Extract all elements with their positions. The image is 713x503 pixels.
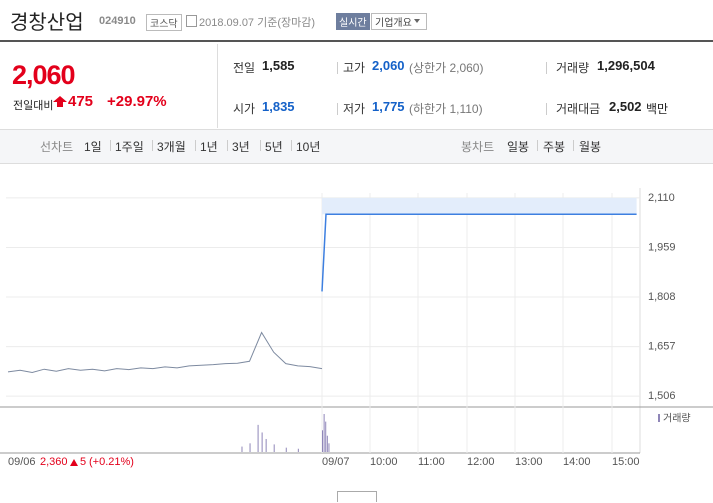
date: 2018.09.07 기준(장마감) bbox=[199, 17, 316, 29]
overview-button[interactable]: 기업개요 bbox=[371, 13, 427, 30]
stock-name: 경창산업 bbox=[10, 12, 84, 34]
volume-legend: 거래량 bbox=[663, 413, 691, 425]
stat-value: 1,585 bbox=[262, 58, 295, 73]
x-tick-label: 11:00 bbox=[418, 456, 445, 468]
tab[interactable]: 10년 bbox=[296, 140, 321, 154]
volume-legend-icon bbox=[658, 414, 660, 422]
x-tick-label: 09/06 bbox=[8, 456, 36, 468]
y-tick-label: 1,506 bbox=[648, 390, 676, 402]
stat-note: 백만 bbox=[646, 102, 669, 116]
tab-separator bbox=[195, 140, 196, 151]
price: 2,060 bbox=[12, 60, 76, 90]
stat-label: 시가 bbox=[233, 102, 256, 116]
tab[interactable]: 1년 bbox=[200, 140, 218, 154]
market-badge: 코스닥 bbox=[146, 14, 182, 31]
tab-separator bbox=[573, 140, 574, 151]
x-tick-label: 10:00 bbox=[370, 456, 398, 468]
tab-separator bbox=[260, 140, 261, 151]
volume-bar bbox=[265, 438, 267, 452]
stat-label: 고가 bbox=[343, 61, 366, 75]
stat-label: 거래대금 bbox=[556, 102, 601, 116]
divider bbox=[217, 44, 218, 128]
tab[interactable]: 3개월 bbox=[157, 140, 186, 154]
prev-change: 5 bbox=[80, 456, 86, 468]
up-arrow bbox=[53, 96, 67, 107]
collapse-handle[interactable] bbox=[337, 491, 377, 502]
header-rule bbox=[0, 40, 713, 42]
tab[interactable]: 월봉 bbox=[579, 140, 602, 154]
tab[interactable]: 주봉 bbox=[543, 140, 566, 154]
change: 475 bbox=[68, 93, 94, 110]
volume-bar bbox=[323, 414, 325, 452]
tab[interactable]: 일봉 bbox=[507, 140, 530, 154]
stat-value: 2,060 bbox=[372, 58, 405, 73]
tab-separator bbox=[152, 140, 153, 151]
tab[interactable]: 5년 bbox=[265, 140, 283, 154]
volume-bar bbox=[328, 443, 330, 452]
volume-bar bbox=[322, 430, 323, 452]
tab-separator bbox=[537, 140, 538, 151]
stat-value: 1,296,504 bbox=[597, 58, 655, 73]
y-tick-label: 1,959 bbox=[648, 241, 676, 253]
dropdown-icon bbox=[414, 19, 420, 23]
tab[interactable]: 1주일 bbox=[115, 140, 144, 154]
x-tick-label: 09/07 bbox=[322, 456, 350, 468]
stat-separator bbox=[546, 62, 547, 74]
stat-value: 2,502 bbox=[609, 99, 642, 114]
tab-title: 선차트 bbox=[40, 140, 74, 154]
stat-separator bbox=[337, 103, 338, 115]
tab-separator bbox=[227, 140, 228, 151]
volume-bar bbox=[285, 447, 287, 452]
tab-title: 봉차트 bbox=[461, 140, 495, 154]
stat-value: 1,835 bbox=[262, 99, 295, 114]
stock-code: 024910 bbox=[99, 15, 136, 27]
price-line bbox=[7, 331, 323, 374]
volume-bar bbox=[297, 448, 299, 452]
tab[interactable]: 1일 bbox=[84, 140, 102, 154]
x-tick-label: 14:00 bbox=[563, 456, 591, 468]
price-band bbox=[322, 197, 637, 215]
volume-bar bbox=[241, 446, 243, 452]
price-line bbox=[321, 213, 637, 292]
stat-label: 저가 bbox=[343, 102, 366, 116]
change-pct: +29.97% bbox=[107, 93, 167, 110]
x-tick-label: 13:00 bbox=[515, 456, 543, 468]
change-label: 전일대비 bbox=[13, 100, 54, 112]
prev-price: 2,360 bbox=[40, 456, 68, 468]
volume-bar bbox=[325, 421, 327, 452]
stat-separator bbox=[337, 62, 338, 74]
prev-change-pct: (+0.21%) bbox=[89, 456, 134, 468]
tab-bar bbox=[0, 129, 713, 164]
chart: 1,506 1,657 1,808 1,959 2,110 09/06 09/07 10:00… bbox=[0, 163, 713, 468]
stat-separator bbox=[546, 103, 547, 115]
volume-bar bbox=[326, 435, 328, 452]
volume-bar bbox=[273, 444, 275, 452]
stat-label: 전일 bbox=[233, 61, 256, 75]
tab[interactable]: 3년 bbox=[232, 140, 250, 154]
volume-bar bbox=[261, 432, 263, 452]
stat-note: (하한가 1,110) bbox=[409, 102, 483, 116]
realtime-button[interactable]: 실시간 bbox=[336, 13, 370, 30]
y-tick-label: 1,808 bbox=[648, 291, 676, 303]
overview-text: 기업개요 bbox=[375, 18, 412, 29]
tab-separator bbox=[110, 140, 111, 151]
stat-note: (상한가 2,060) bbox=[409, 61, 484, 75]
x-tick-label: 15:00 bbox=[612, 456, 640, 468]
prev-up-arrow bbox=[70, 459, 78, 466]
y-tick-label: 2,110 bbox=[648, 192, 675, 204]
y-tick-label: 1,657 bbox=[648, 340, 676, 352]
volume-bar bbox=[257, 424, 259, 452]
stat-value: 1,775 bbox=[372, 99, 405, 114]
calendar-icon bbox=[186, 15, 197, 27]
volume-bar bbox=[249, 443, 251, 452]
x-tick-label: 12:00 bbox=[467, 456, 495, 468]
tab-separator bbox=[291, 140, 292, 151]
stat-label: 거래량 bbox=[556, 61, 590, 75]
